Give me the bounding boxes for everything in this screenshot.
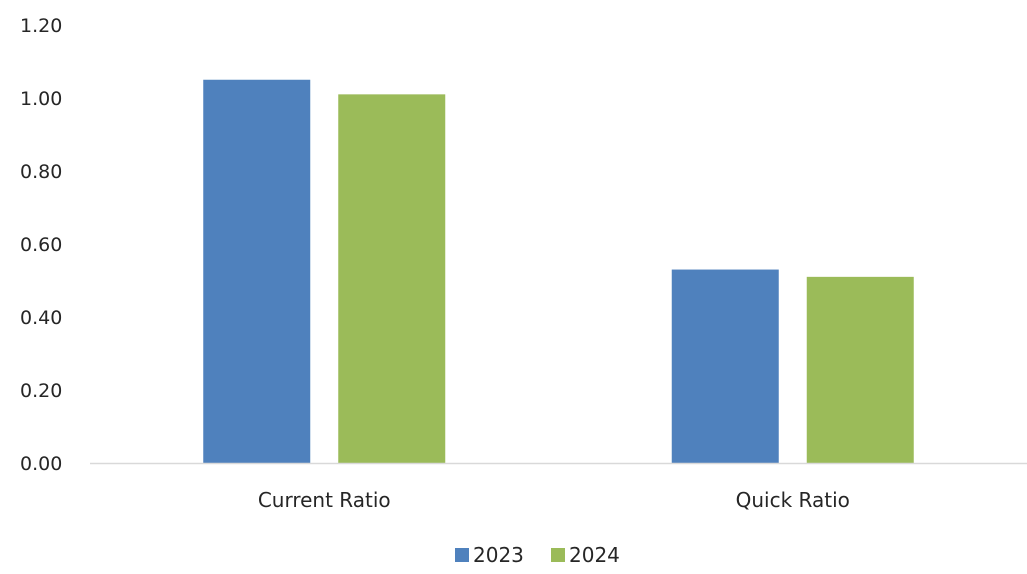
category-label: Quick Ratio (736, 488, 850, 512)
legend-label: 2023 (473, 543, 524, 567)
legend-label: 2024 (569, 543, 620, 567)
bar-2023-current-ratio (203, 79, 311, 463)
y-tick-label: 0.60 (20, 234, 62, 256)
bar-2024-current-ratio (338, 94, 446, 463)
category-label: Current Ratio (258, 488, 391, 512)
y-tick-label: 1.00 (20, 88, 62, 110)
bar-2024-quick-ratio (806, 276, 914, 463)
y-axis-tick-labels: 0.00 0.20 0.40 0.60 0.80 1.00 1.20 (20, 15, 62, 475)
bar-2023-quick-ratio (671, 269, 779, 463)
legend-item: 2023 (455, 543, 524, 567)
legend-swatch (551, 548, 565, 562)
y-tick-label: 0.80 (20, 161, 62, 183)
legend-item: 2024 (551, 543, 620, 567)
bars (203, 79, 914, 463)
legend: 2023 2024 (455, 543, 620, 567)
y-tick-label: 0.20 (20, 380, 62, 402)
y-tick-label: 1.20 (20, 15, 62, 37)
y-tick-label: 0.00 (20, 453, 62, 475)
y-tick-label: 0.40 (20, 307, 62, 329)
category-labels: Current Ratio Quick Ratio (258, 488, 850, 512)
legend-swatch (455, 548, 469, 562)
